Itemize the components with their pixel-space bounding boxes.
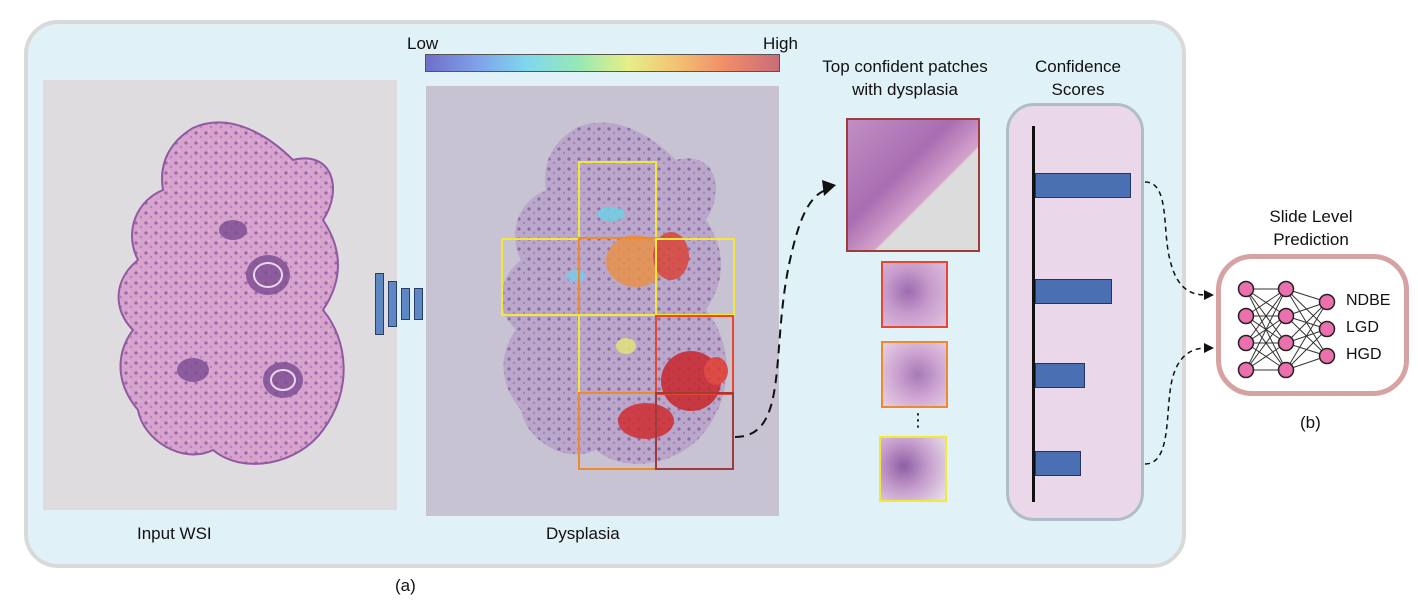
caption-a: (a)	[395, 576, 416, 595]
top-patch-1	[846, 118, 980, 252]
scores-title-line1: Confidence	[1034, 57, 1121, 76]
caption-b: (b)	[1300, 413, 1321, 432]
input-wsi-label: Input WSI	[137, 524, 212, 543]
patches-ellipsis: ⋮	[909, 410, 927, 430]
class-label-hgd: HGD	[1346, 346, 1382, 363]
confidence-bar-4	[1035, 451, 1081, 476]
panel-b-title-line1: Slide Level	[1269, 207, 1353, 226]
confidence-bar-1	[1035, 173, 1131, 198]
top-patch-4	[879, 436, 947, 502]
colorbar-high-label: High	[763, 34, 798, 53]
scores-title: Confidence Scores	[1020, 55, 1136, 101]
class-label-lgd: LGD	[1346, 319, 1379, 336]
patches-title: Top confident patches with dysplasia	[812, 55, 998, 101]
confidence-scores-box	[1006, 103, 1144, 521]
score-axis	[1032, 126, 1035, 502]
slide-prediction-box	[1216, 254, 1409, 396]
top-patch-3	[881, 341, 948, 408]
colorbar	[425, 54, 780, 72]
input-wsi-image	[43, 80, 397, 510]
dysplasia-label: Dysplasia	[546, 524, 620, 543]
panel-b-title-line2: Prediction	[1273, 230, 1349, 249]
confidence-bar-2	[1035, 279, 1112, 304]
scores-title-line2: Scores	[1051, 80, 1105, 99]
class-label-ndbe: NDBE	[1346, 292, 1391, 309]
patches-title-line1: Top confident patches	[822, 57, 988, 76]
panel-b-title: Slide Level Prediction	[1245, 205, 1377, 251]
patches-title-line2: with dysplasia	[852, 80, 958, 99]
confidence-bar-3	[1035, 363, 1085, 388]
dysplasia-heatmap-image	[426, 86, 779, 516]
colorbar-low-label: Low	[407, 34, 439, 53]
top-patch-2	[881, 261, 948, 328]
